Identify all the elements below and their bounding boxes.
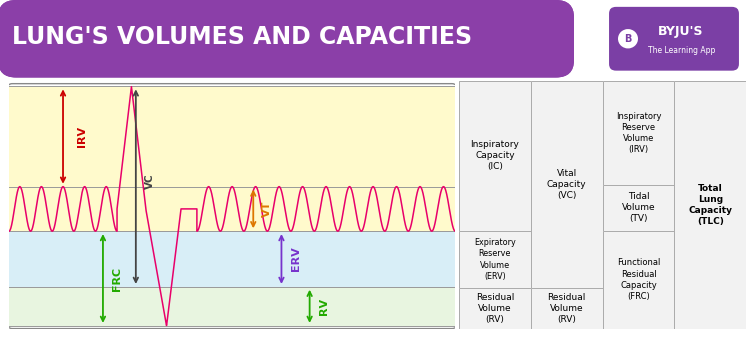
Text: Vital
Capacity
(VC): Vital Capacity (VC) [547, 169, 586, 200]
Text: Residual
Volume
(RV): Residual Volume (RV) [476, 293, 514, 324]
Text: LUNG'S VOLUMES AND CAPACITIES: LUNG'S VOLUMES AND CAPACITIES [12, 25, 472, 49]
Text: Residual
Volume
(RV): Residual Volume (RV) [548, 293, 586, 324]
Text: Tidal
Volume
(TV): Tidal Volume (TV) [622, 192, 656, 223]
Circle shape [618, 29, 638, 49]
Text: Inspiratory
Reserve
Volume
(IRV): Inspiratory Reserve Volume (IRV) [616, 112, 662, 154]
Text: BYJU'S: BYJU'S [658, 25, 704, 37]
Text: Inspiratory
Capacity
(IC): Inspiratory Capacity (IC) [470, 140, 519, 172]
FancyBboxPatch shape [0, 0, 574, 78]
Text: Total
Lung
Capacity
(TLC): Total Lung Capacity (TLC) [688, 184, 732, 226]
Text: VT: VT [262, 201, 272, 217]
Bar [9, 287, 455, 326]
Text: The Learning App: The Learning App [648, 46, 716, 55]
Text: VC: VC [145, 173, 155, 189]
Bar [9, 231, 455, 287]
FancyBboxPatch shape [608, 6, 740, 72]
Bar [9, 87, 455, 187]
Text: FRC: FRC [112, 267, 122, 290]
Text: Expiratory
Reserve
Volume
(ERV): Expiratory Reserve Volume (ERV) [474, 238, 516, 281]
Text: RV: RV [319, 298, 328, 315]
Text: IRV: IRV [76, 126, 87, 147]
Text: B: B [624, 34, 632, 44]
Text: Functional
Residual
Capacity
(FRC): Functional Residual Capacity (FRC) [616, 258, 660, 301]
Text: ERV: ERV [290, 247, 301, 271]
Bar [9, 187, 455, 231]
